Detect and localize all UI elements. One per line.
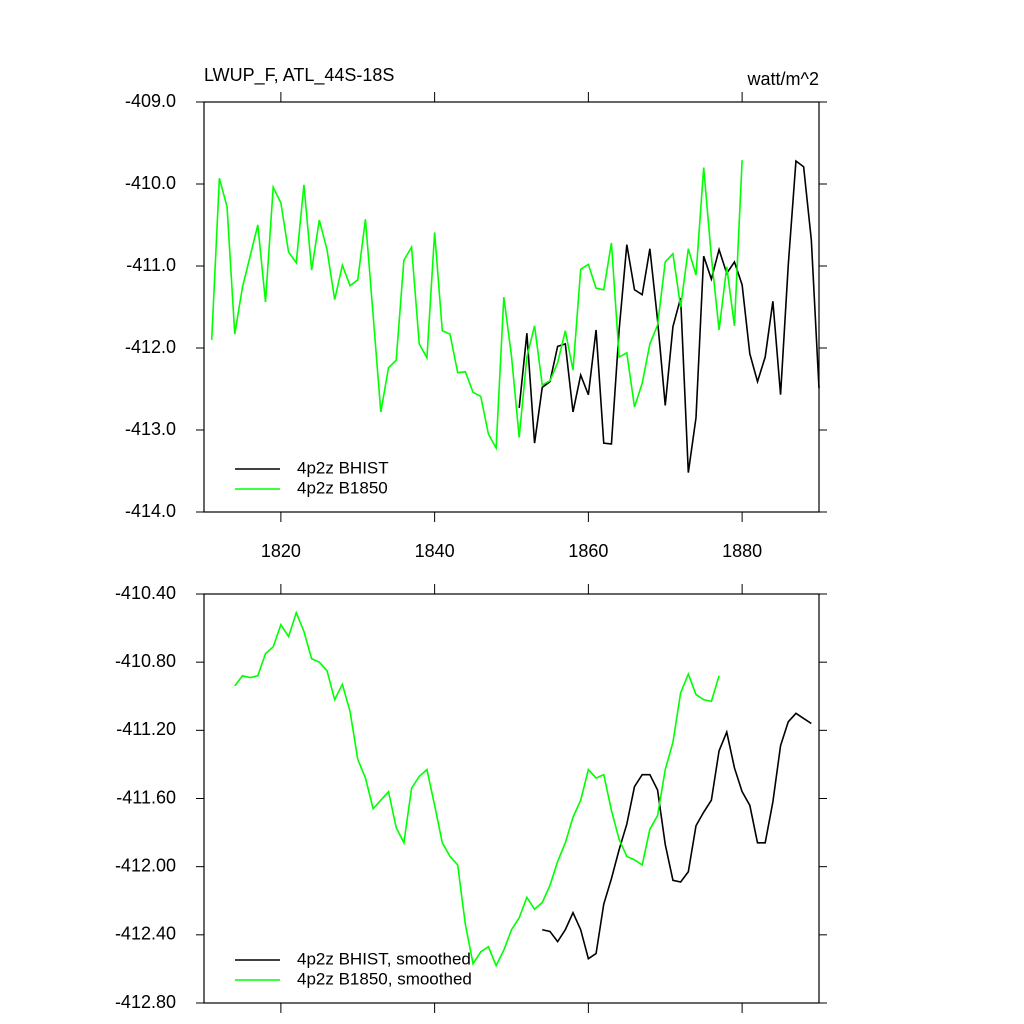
y-tick-label: -412.00 bbox=[115, 855, 176, 875]
y-tick-label: -412.40 bbox=[115, 924, 176, 944]
x-tick-label: 1860 bbox=[568, 541, 608, 561]
plot-frame bbox=[203, 101, 820, 513]
data-line bbox=[210, 160, 743, 451]
chart-title: LWUP_F, ATL_44S-18S bbox=[204, 65, 394, 86]
legend-label: 4p2z B1850, smoothed bbox=[297, 969, 472, 988]
plot-frame bbox=[203, 593, 820, 1004]
y-tick-label: -412.80 bbox=[115, 992, 176, 1012]
y-tick-label: -413.0 bbox=[125, 419, 176, 439]
legend-label: 4p2z BHIST, smoothed bbox=[297, 949, 471, 968]
y-tick-label: -412.0 bbox=[125, 337, 176, 357]
data-line bbox=[542, 712, 812, 960]
legend-label: 4p2z B1850 bbox=[297, 478, 388, 497]
data-line bbox=[234, 610, 720, 968]
y-tick-label: -410.80 bbox=[115, 651, 176, 671]
y-tick-label: -409.0 bbox=[125, 91, 176, 111]
y-tick-label: -411.60 bbox=[116, 787, 176, 807]
y-tick-label: -410.0 bbox=[125, 173, 176, 193]
y-tick-label: -411.0 bbox=[126, 255, 176, 275]
x-tick-label: 1820 bbox=[261, 541, 301, 561]
data-line bbox=[518, 159, 820, 473]
x-tick-label: 1840 bbox=[415, 541, 455, 561]
legend-label: 4p2z BHIST bbox=[297, 458, 389, 477]
y-tick-label: -414.0 bbox=[125, 501, 176, 521]
y-tick-label: -411.20 bbox=[116, 719, 176, 739]
units-label: watt/m^2 bbox=[747, 69, 819, 89]
y-tick-label: -410.40 bbox=[115, 583, 176, 603]
x-tick-label: 1880 bbox=[722, 541, 762, 561]
